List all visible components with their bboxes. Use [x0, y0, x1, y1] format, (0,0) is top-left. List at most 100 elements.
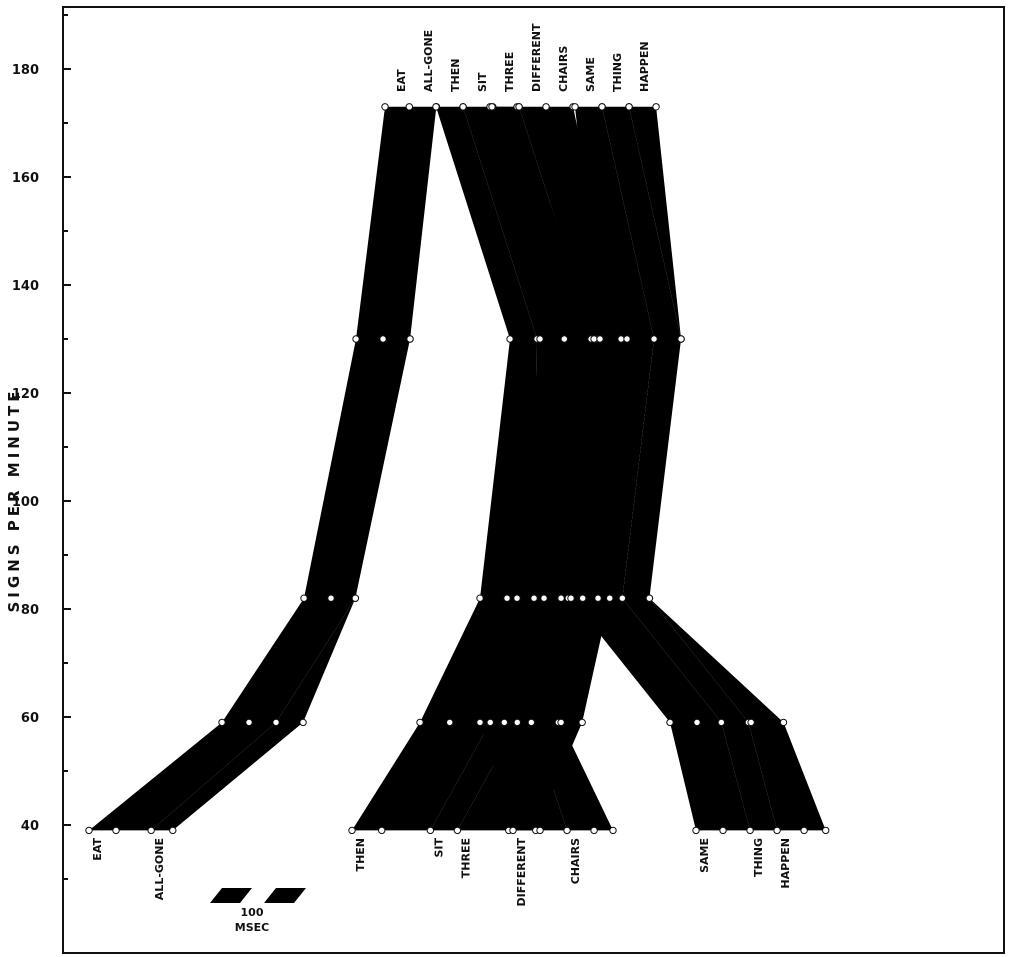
scale-value: 100: [241, 906, 264, 919]
boundary-marker: [476, 718, 484, 727]
bottom-word-label: SAME: [698, 838, 711, 873]
word-band: [602, 106, 778, 831]
boundary-marker: [625, 103, 633, 111]
boundary-marker: [406, 335, 414, 343]
boundary-marker: [426, 826, 435, 835]
y-axis-label: SIGNS PER MINUTE: [5, 387, 23, 612]
boundary-marker: [542, 103, 550, 111]
bottom-word-label: EAT: [91, 838, 104, 861]
top-word-label: ALL-GONE: [422, 30, 435, 92]
boundary-marker: [299, 718, 307, 727]
plot-frame: [62, 6, 1005, 954]
boundary-marker: [381, 103, 389, 111]
boundary-marker: [112, 826, 120, 835]
scale-bar-left: [210, 888, 252, 903]
y-tick-label: 160: [12, 171, 39, 186]
boundary-marker: [506, 335, 514, 343]
boundary-marker: [509, 826, 517, 835]
boundary-marker: [536, 335, 544, 343]
top-word-label: EAT: [395, 69, 408, 92]
boundary-markers: [85, 103, 830, 835]
boundary-marker: [486, 718, 494, 727]
ribbons: [89, 106, 826, 831]
boundary-marker: [527, 718, 536, 727]
boundary-marker: [218, 718, 226, 727]
top-word-label: CHAIRS: [557, 46, 570, 92]
boundary-marker: [557, 594, 565, 602]
boundary-marker: [578, 718, 586, 727]
boundary-marker: [488, 103, 496, 111]
boundary-marker: [719, 826, 727, 835]
boundary-marker: [579, 594, 587, 602]
boundary-marker: [459, 103, 467, 111]
y-tick-label: 100: [12, 495, 39, 510]
boundary-marker: [169, 826, 177, 835]
boundary-marker: [476, 594, 484, 602]
top-word-label: SAME: [584, 57, 597, 92]
word-band: [571, 106, 751, 831]
boundary-marker: [596, 335, 604, 343]
y-tick-label: 120: [12, 387, 39, 402]
boundary-marker: [609, 826, 617, 835]
boundary-marker: [773, 826, 781, 835]
boundary-marker: [693, 718, 701, 727]
boundary-marker: [352, 335, 360, 343]
top-word-label: HAPPEN: [638, 41, 651, 92]
boundary-marker: [446, 718, 454, 727]
boundary-marker: [590, 826, 598, 835]
boundary-marker: [536, 826, 544, 835]
boundary-marker: [300, 594, 308, 602]
top-word-label: THREE: [503, 52, 516, 92]
boundary-marker: [272, 718, 280, 727]
scale-bar: 100 MSEC: [210, 888, 306, 934]
scale-unit: MSEC: [235, 921, 269, 934]
boundary-marker: [560, 335, 569, 343]
boundary-marker: [677, 335, 685, 343]
boundary-marker: [650, 335, 658, 343]
y-tick-label: 60: [21, 711, 39, 726]
y-axis: 40 60 80 100 120 140 160 180: [12, 14, 71, 880]
boundary-marker: [453, 826, 462, 835]
boundary-marker: [348, 826, 356, 835]
boundary-marker: [416, 718, 424, 727]
word-band: [89, 106, 437, 831]
boundary-marker: [779, 718, 788, 727]
top-word-label: THING: [611, 53, 624, 92]
top-word-label: THEN: [449, 59, 462, 92]
bottom-word-label: ALL-GONE: [153, 838, 166, 900]
bottom-word-label: THING: [752, 838, 765, 877]
boundary-marker: [513, 594, 521, 602]
boundary-marker: [652, 103, 660, 111]
y-tick-label: 180: [12, 63, 39, 78]
top-word-labels: EAT ALL-GONE THEN SIT THREE DIFFERENT CHAIRS SA…: [395, 23, 651, 92]
boundary-marker: [822, 826, 830, 835]
boundary-marker: [503, 594, 511, 602]
boundary-marker: [557, 718, 565, 727]
boundary-marker: [530, 594, 538, 602]
boundary-marker: [147, 826, 155, 835]
boundary-marker: [623, 335, 631, 343]
boundary-marker: [379, 335, 387, 343]
bottom-word-label: CHAIRS: [569, 838, 582, 884]
word-band: [480, 106, 595, 831]
boundary-marker: [500, 718, 509, 727]
boundary-marker: [645, 594, 654, 602]
boundary-marker: [567, 594, 575, 602]
boundary-marker: [666, 718, 674, 727]
top-word-label: DIFFERENT: [530, 23, 543, 92]
boundary-marker: [594, 594, 602, 602]
boundary-marker: [606, 594, 614, 602]
bottom-word-labels: EAT ALL-GONE THEN SIT THREE DIFFERENT CHAIRS SA…: [91, 838, 792, 907]
boundary-marker: [590, 335, 598, 343]
word-band: [629, 106, 826, 831]
boundary-marker: [245, 718, 253, 727]
boundary-marker: [513, 718, 521, 727]
boundary-marker: [692, 826, 700, 835]
boundary-marker: [746, 826, 754, 835]
y-tick-label: 40: [21, 819, 39, 834]
boundary-marker: [717, 718, 726, 727]
boundary-marker: [563, 826, 571, 835]
boundary-marker: [800, 826, 808, 835]
boundary-marker: [405, 103, 414, 111]
